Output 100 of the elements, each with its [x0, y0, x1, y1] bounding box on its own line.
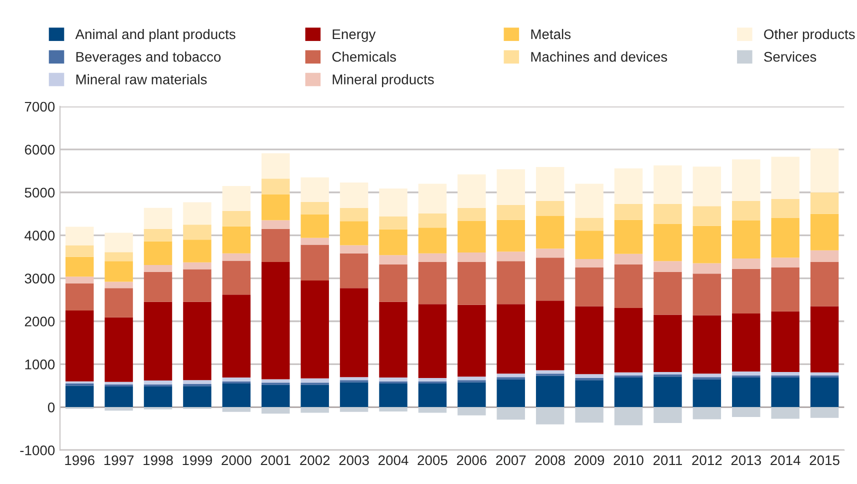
- bar: [458, 407, 486, 416]
- bar: [810, 378, 839, 408]
- x-tick-label: 1999: [182, 455, 212, 466]
- bar: [575, 184, 604, 218]
- bar: [732, 314, 760, 372]
- bar: [418, 262, 447, 304]
- legend-label: Chemicals: [332, 52, 396, 62]
- legend-label: Beverages and tobacco: [76, 52, 221, 65]
- bar: [222, 378, 251, 382]
- bar: [692, 407, 722, 420]
- bar: [340, 182, 368, 208]
- legend-label: Machines and devices: [531, 52, 668, 62]
- bar: [65, 256, 94, 277]
- bar: [65, 386, 94, 408]
- bar: [575, 230, 604, 259]
- x-tick-label: 2006: [456, 455, 487, 466]
- bar: [536, 258, 564, 301]
- x-tick-label: 2007: [496, 455, 526, 466]
- bar: [104, 282, 133, 288]
- bar: [379, 378, 408, 382]
- bar: [104, 288, 133, 318]
- bar: [418, 381, 447, 384]
- bar: [771, 268, 800, 312]
- bar: [340, 208, 368, 222]
- bar: [810, 372, 839, 376]
- bar: [771, 372, 800, 376]
- bar: [692, 379, 722, 408]
- bar: [300, 384, 329, 408]
- bar: [771, 378, 800, 408]
- x-tick-label: 1996: [65, 455, 94, 466]
- x-tick-label: 2013: [731, 455, 761, 466]
- bar: [183, 384, 212, 386]
- bar: [340, 288, 368, 378]
- x-tick-label: 2000: [222, 455, 252, 466]
- bar: [144, 302, 172, 381]
- bar: [575, 306, 604, 374]
- x-tick-label: 2004: [378, 455, 408, 466]
- bar: [771, 375, 800, 378]
- bar: [144, 380, 172, 384]
- bar: [496, 204, 525, 220]
- bar: [379, 302, 408, 378]
- y-tick-label: 1000: [25, 360, 55, 370]
- bar: [262, 153, 290, 179]
- bar: [183, 262, 212, 270]
- x-tick-label: 2010: [614, 455, 644, 466]
- bar: [262, 407, 290, 414]
- bar: [575, 378, 604, 380]
- bar: [183, 380, 212, 384]
- x-tick-label: 2015: [810, 455, 840, 466]
- bar: [692, 206, 722, 226]
- y-tick-label: -1000: [20, 445, 55, 456]
- bar: [418, 407, 447, 413]
- bar: [418, 228, 447, 254]
- bar: [340, 407, 368, 412]
- bar: [614, 168, 643, 204]
- bar: [614, 375, 643, 378]
- bar: [458, 382, 486, 408]
- bar: [771, 311, 800, 372]
- bar: [340, 245, 368, 254]
- bar: [732, 268, 760, 314]
- legend-label: Other products: [764, 28, 855, 42]
- bar: [732, 258, 760, 269]
- y-tick-label: 2000: [24, 316, 55, 326]
- bar: [183, 386, 212, 408]
- bar: [692, 315, 722, 374]
- bar: [458, 262, 486, 305]
- x-tick-label: 2001: [260, 455, 290, 466]
- bar: [262, 220, 290, 229]
- legend-label: Mineral products: [332, 74, 434, 88]
- bar: [654, 224, 682, 262]
- bar: [379, 216, 408, 230]
- bar: [575, 374, 604, 378]
- bar: [222, 294, 251, 378]
- bar: [418, 378, 447, 382]
- bar: [458, 304, 486, 377]
- bar: [536, 216, 564, 249]
- bar: [654, 204, 682, 224]
- bar: [654, 407, 682, 424]
- bar: [614, 407, 643, 426]
- bar: [771, 198, 800, 218]
- x-tick-label: 1997: [104, 455, 134, 466]
- bar: [104, 386, 133, 408]
- bar: [536, 370, 564, 374]
- bar: [379, 381, 408, 384]
- bar: [536, 200, 564, 216]
- bar: [536, 167, 564, 201]
- bar: [496, 304, 525, 374]
- legend-label: Metals: [531, 28, 571, 40]
- bar: [496, 220, 525, 252]
- bar: [144, 228, 172, 242]
- bar: [262, 262, 290, 380]
- legend-label: Services: [764, 52, 816, 62]
- bar: [300, 407, 329, 413]
- bar: [379, 384, 408, 408]
- bar: [379, 407, 408, 412]
- bar: [536, 248, 564, 258]
- bar: [732, 372, 760, 376]
- bar: [771, 258, 800, 268]
- bar: [104, 261, 133, 282]
- bar: [732, 378, 760, 408]
